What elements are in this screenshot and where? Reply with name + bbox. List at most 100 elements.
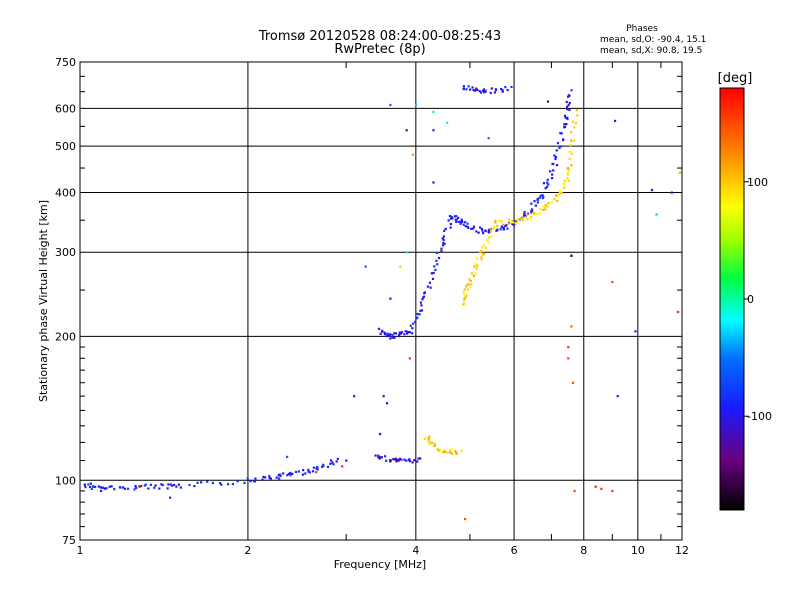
trace-point (447, 219, 450, 222)
series-f2-echo (462, 85, 513, 95)
trace-point (424, 436, 427, 439)
trace-point (393, 336, 396, 339)
trace-point (443, 242, 446, 245)
trace-point (307, 470, 310, 473)
trace-point (565, 100, 568, 104)
trace-point (524, 215, 527, 218)
trace-point (550, 177, 554, 180)
trace-point (419, 309, 422, 312)
trace-point (220, 483, 223, 486)
trace-point (563, 183, 566, 186)
stats-x-mode: mean, sd,X: 90.8, 19.5 (600, 46, 702, 56)
trace-point (449, 223, 452, 226)
trace-point (506, 227, 509, 230)
trace-point (426, 285, 430, 288)
scatter-point (399, 265, 402, 268)
trace-point (547, 201, 550, 205)
trace-point (566, 117, 569, 121)
trace-point (501, 225, 504, 228)
trace-point (504, 224, 507, 228)
stats-o-mode: mean, sd,O: -90.4, 15.1 (600, 35, 706, 45)
trace-point (391, 334, 394, 337)
trace-point (460, 449, 463, 452)
trace-point (420, 309, 424, 312)
y-tick-label: 300 (55, 246, 76, 259)
scatter-point (600, 487, 603, 490)
trace-point (261, 478, 264, 481)
trace-point (571, 120, 575, 123)
trace-point (523, 214, 526, 217)
scatter-point (464, 517, 467, 521)
trace-point (494, 221, 497, 224)
trace-point (553, 154, 556, 157)
trace-point (562, 138, 565, 141)
trace-point (408, 460, 412, 463)
trace-point (573, 126, 576, 129)
trace-point (315, 467, 318, 470)
trace-point (453, 215, 457, 218)
trace-point (556, 141, 560, 145)
trace-point (170, 484, 174, 487)
trace-point (564, 179, 567, 182)
trace-point (554, 155, 557, 159)
scatter-point (570, 325, 573, 328)
trace-point (444, 227, 447, 231)
scatter-point (382, 395, 385, 398)
x-tick-label: 12 (675, 544, 689, 557)
trace-point (440, 247, 443, 250)
scatter-point (405, 129, 408, 132)
trace-point (102, 486, 105, 489)
x-tick-label: 1 (77, 544, 84, 557)
trace-point (558, 146, 561, 149)
trace-point (289, 474, 292, 477)
trace-point (566, 167, 570, 170)
trace-point (423, 291, 426, 294)
trace-point (546, 178, 549, 181)
trace-point (477, 231, 480, 234)
trace-point (464, 296, 467, 299)
trace-point (432, 271, 435, 275)
trace-point (462, 85, 466, 88)
trace-point (560, 132, 563, 135)
trace-point (493, 227, 496, 230)
trace-point (502, 226, 505, 230)
trace-point (393, 332, 396, 335)
trace-point (90, 487, 93, 491)
trace-point (567, 104, 570, 107)
trace-point (563, 123, 566, 126)
scatter-point (570, 254, 573, 257)
trace-point (566, 174, 570, 177)
trace-point (442, 235, 445, 238)
chart-title: Tromsø 20120528 08:24:00-08:25:43 (258, 29, 501, 44)
trace-point (489, 91, 492, 95)
trace-point (480, 258, 483, 261)
y-tick-label: 500 (55, 140, 76, 153)
trace-point (158, 487, 161, 490)
trace-point (539, 194, 542, 197)
trace-point (563, 125, 567, 128)
trace-point (430, 441, 433, 444)
y-tick-label: 75 (62, 534, 76, 547)
trace-point (278, 473, 281, 476)
trace-point (495, 224, 499, 228)
trace-point (262, 475, 265, 479)
trace-point (140, 484, 143, 488)
trace-point (523, 210, 526, 214)
trace-point (331, 461, 334, 464)
trace-point (135, 486, 138, 489)
trace-point (263, 476, 267, 479)
trace-point (316, 468, 319, 471)
trace-point (243, 481, 246, 485)
trace-point (530, 211, 533, 214)
trace-point (287, 472, 291, 476)
trace-point (472, 88, 475, 92)
trace-point (89, 482, 93, 485)
trace-point (463, 297, 466, 300)
trace-point (506, 88, 509, 92)
trace-point (408, 458, 411, 461)
trace-point (564, 116, 567, 119)
trace-point (461, 220, 464, 223)
trace-point (454, 218, 457, 221)
trace-point (383, 331, 386, 334)
trace-point (408, 331, 412, 334)
